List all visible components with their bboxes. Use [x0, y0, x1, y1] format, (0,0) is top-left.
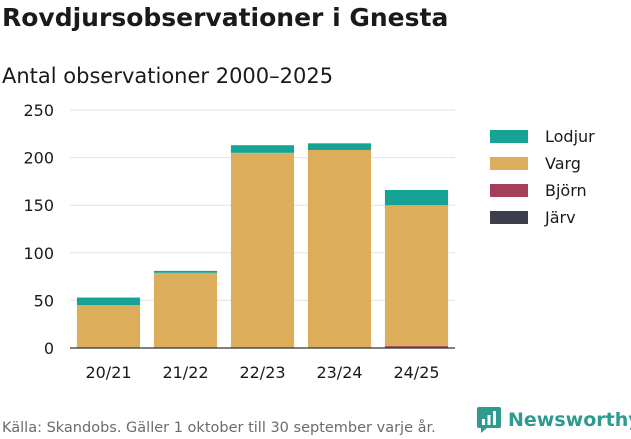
- chart-subtitle: Antal observationer 2000–2025: [2, 64, 334, 88]
- legend-swatch: [490, 130, 528, 143]
- legend-swatch: [490, 157, 528, 170]
- bar-segment-varg: [153, 272, 218, 348]
- x-tick-label: 22/23: [239, 363, 285, 382]
- y-tick-label: 200: [23, 149, 54, 168]
- legend-label: Järv: [544, 208, 576, 227]
- brand-name: Newsworthy: [508, 409, 631, 431]
- y-tick-label: 250: [23, 101, 54, 120]
- y-tick-label: 0: [44, 339, 54, 358]
- source-note: Källa: Skandobs. Gäller 1 oktober till 3…: [2, 420, 436, 436]
- legend-swatch: [490, 184, 528, 197]
- legend-label: Varg: [545, 154, 581, 173]
- y-tick-label: 50: [34, 291, 54, 310]
- bar-segment-varg: [307, 149, 372, 348]
- bar-segment-varg: [384, 205, 449, 347]
- x-tick-label: 20/21: [85, 363, 131, 382]
- page-title: Rovdjursobservationer i Gnesta: [2, 3, 449, 32]
- bar-segment-lodjur: [153, 270, 218, 273]
- y-tick-label: 100: [23, 244, 54, 263]
- y-tick-label: 150: [23, 196, 54, 215]
- bar-segment-varg: [230, 152, 295, 348]
- legend-label: Lodjur: [545, 127, 595, 146]
- legend-label: Björn: [545, 181, 587, 200]
- bar-segment-lodjur: [384, 189, 449, 206]
- stacked-bar-chart: 0 50 100 150 200 250 20/21 21/22 22/23 23/24 24/25…: [23, 101, 595, 382]
- bar-segment-varg: [76, 305, 141, 348]
- legend-swatch: [490, 211, 528, 224]
- bar-segment-björn: [384, 346, 449, 348]
- newsworthy-logo-icon: [477, 407, 501, 433]
- x-tick-label: 24/25: [393, 363, 439, 382]
- x-tick-label: 23/24: [316, 363, 362, 382]
- bar-segment-lodjur: [307, 143, 372, 150]
- brand-logo: Newsworthy: [476, 406, 631, 434]
- bar-segment-lodjur: [76, 297, 141, 306]
- bar-segment-lodjur: [230, 145, 295, 153]
- x-tick-label: 21/22: [162, 363, 208, 382]
